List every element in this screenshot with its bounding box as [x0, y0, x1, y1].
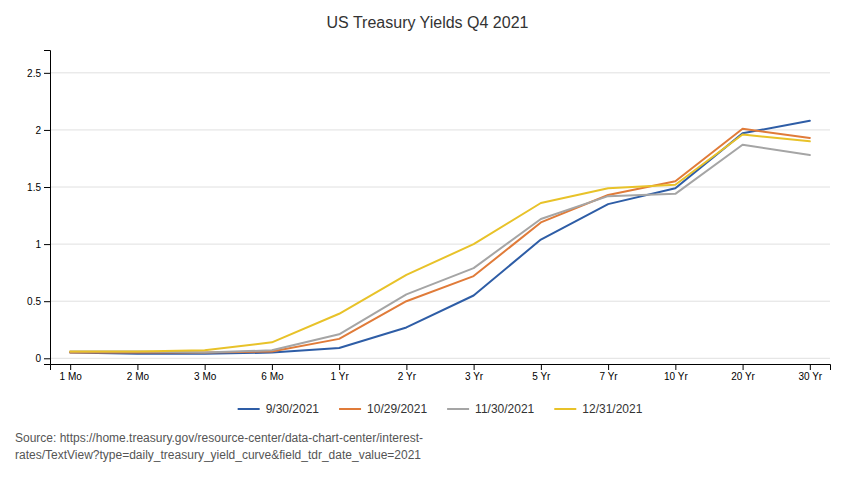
y-tick-label: 2.5 — [27, 68, 41, 79]
x-tick: 2 Mo — [127, 364, 150, 382]
x-tick-label: 1 Yr — [331, 371, 350, 382]
x-tick: 2 Yr — [398, 364, 417, 382]
x-tick-label: 3 Yr — [465, 371, 484, 382]
x-tick-mark — [810, 364, 811, 370]
x-tick-mark — [608, 364, 609, 370]
series-line — [70, 134, 810, 351]
x-tick-label: 7 Yr — [600, 371, 619, 382]
x-axis: 1 Mo 2 Mo 3 Mo 6 Mo 1 Yr 2 Yr 3 Yr 5 Yr 7 Yr 10 Y… — [51, 364, 831, 382]
legend-item: 11/30/2021 — [447, 402, 534, 416]
y-tick-mark — [44, 358, 50, 359]
y-tick: 2.5 — [27, 68, 50, 79]
x-tick-mark — [272, 364, 273, 370]
legend-label: 10/29/2021 — [367, 402, 427, 416]
y-tick: 1.5 — [27, 182, 50, 193]
x-axis-line — [51, 365, 831, 371]
legend-label: 12/31/2021 — [582, 402, 642, 416]
y-axis-line — [44, 51, 51, 365]
grid-line — [50, 244, 830, 245]
x-tick-mark — [474, 364, 475, 370]
y-tick-mark — [44, 73, 50, 74]
x-tick-label: 20 Yr — [731, 371, 755, 382]
y-tick-mark — [44, 130, 50, 131]
x-tick-label: 30 Yr — [798, 371, 822, 382]
y-tick-label: 2 — [35, 125, 41, 136]
x-tick-label: 1 Mo — [60, 371, 83, 382]
x-tick-label: 5 Yr — [532, 371, 551, 382]
x-tick: 30 Yr — [798, 364, 822, 382]
y-tick: 2 — [35, 125, 50, 136]
x-tick: 3 Yr — [465, 364, 484, 382]
title: US Treasury Yields Q4 2021 — [327, 14, 529, 31]
x-tick: 1 Mo — [60, 364, 83, 382]
source: Source: https://home.treasury.gov/resour… — [15, 431, 423, 462]
y-tick-label: 0.5 — [27, 296, 41, 307]
x-tick: 5 Yr — [532, 364, 551, 382]
y-tick: 0.5 — [27, 296, 50, 307]
x-tick-mark — [743, 364, 744, 370]
source-line: rates/TextView?type=daily_treasury_yield… — [15, 448, 421, 462]
y-tick-label: 1 — [35, 239, 41, 250]
y-tick-label: 1.5 — [27, 182, 41, 193]
lines — [70, 121, 810, 354]
x-tick-mark — [137, 364, 138, 370]
series-line — [70, 145, 810, 353]
x-tick-mark — [675, 364, 676, 370]
y-tick: 1 — [35, 239, 50, 250]
series-line — [70, 121, 810, 354]
x-tick-mark — [205, 364, 206, 370]
legend-swatch — [447, 408, 469, 410]
grid — [50, 73, 830, 358]
x-tick: 10 Yr — [664, 364, 688, 382]
legend-label: 11/30/2021 — [475, 402, 534, 416]
series-line — [70, 129, 810, 353]
y-axis: 0 0.5 1 1.5 2 2.5 — [27, 51, 50, 365]
grid-line — [50, 129, 830, 130]
chart: US Treasury Yields Q4 2021 0 0.5 1 1.5 2 2.5 1 … — [0, 0, 855, 484]
legend-swatch — [339, 408, 361, 410]
x-tick-mark — [406, 364, 407, 370]
x-tick-mark — [339, 364, 340, 370]
x-tick-mark — [541, 364, 542, 370]
x-tick-mark — [70, 364, 71, 370]
y-tick-label: 0 — [35, 353, 41, 364]
y-tick-mark — [44, 187, 50, 188]
grid-line — [50, 72, 830, 73]
legend-swatch — [238, 408, 260, 410]
x-tick: 20 Yr — [731, 364, 755, 382]
y-tick: 0 — [35, 353, 50, 364]
x-tick: 6 Mo — [261, 364, 284, 382]
grid-line — [50, 301, 830, 302]
plot: 0 0.5 1 1.5 2 2.5 1 Mo 2 Mo 3 Mo 6 Mo 1 Yr 2 Yr 3 Yr… — [27, 51, 830, 383]
x-tick-label: 2 Yr — [398, 371, 417, 382]
x-tick-label: 2 Mo — [127, 371, 150, 382]
source-line: Source: https://home.treasury.gov/resour… — [15, 431, 423, 445]
grid-line — [50, 358, 830, 359]
legend-item: 12/31/2021 — [554, 402, 642, 416]
x-tick: 1 Yr — [331, 364, 350, 382]
y-tick-mark — [44, 301, 50, 302]
x-tick: 3 Mo — [194, 364, 217, 382]
legend-label: 9/30/2021 — [266, 402, 320, 416]
x-tick-label: 10 Yr — [664, 371, 688, 382]
x-tick: 7 Yr — [600, 364, 619, 382]
legend: 9/30/2021 10/29/2021 11/30/2021 12/31/2021 — [238, 402, 643, 416]
legend-swatch — [554, 408, 576, 410]
grid-line — [50, 187, 830, 188]
x-tick-label: 3 Mo — [194, 371, 217, 382]
legend-item: 10/29/2021 — [339, 402, 427, 416]
legend-item: 9/30/2021 — [238, 402, 320, 416]
x-tick-label: 6 Mo — [261, 371, 284, 382]
y-tick-mark — [44, 244, 50, 245]
